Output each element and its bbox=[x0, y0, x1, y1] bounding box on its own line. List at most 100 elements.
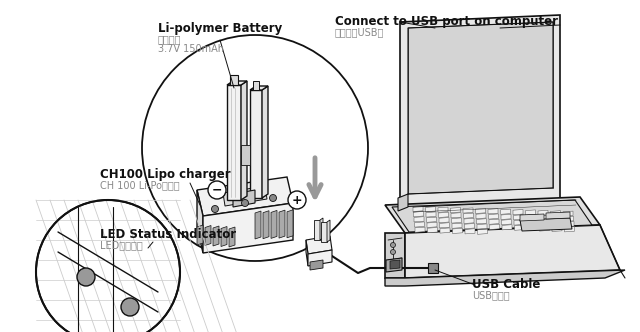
Polygon shape bbox=[465, 229, 475, 234]
Polygon shape bbox=[452, 223, 462, 228]
Polygon shape bbox=[464, 218, 474, 223]
Circle shape bbox=[142, 35, 368, 261]
Polygon shape bbox=[426, 207, 435, 212]
Polygon shape bbox=[451, 208, 461, 213]
Polygon shape bbox=[321, 222, 327, 242]
Polygon shape bbox=[563, 216, 573, 221]
Polygon shape bbox=[515, 225, 525, 230]
Polygon shape bbox=[263, 211, 269, 239]
Polygon shape bbox=[538, 215, 548, 221]
Polygon shape bbox=[513, 215, 524, 220]
Polygon shape bbox=[314, 220, 320, 240]
Polygon shape bbox=[413, 206, 423, 211]
Polygon shape bbox=[308, 250, 332, 266]
Polygon shape bbox=[414, 217, 424, 222]
Polygon shape bbox=[327, 220, 330, 242]
Polygon shape bbox=[390, 260, 400, 269]
Polygon shape bbox=[426, 212, 436, 217]
Polygon shape bbox=[440, 228, 450, 233]
Polygon shape bbox=[552, 226, 562, 231]
Polygon shape bbox=[279, 210, 285, 238]
Polygon shape bbox=[230, 75, 238, 85]
Polygon shape bbox=[320, 218, 323, 240]
Text: +: + bbox=[292, 194, 302, 207]
Polygon shape bbox=[476, 208, 486, 213]
Polygon shape bbox=[227, 85, 241, 200]
Polygon shape bbox=[386, 258, 402, 272]
Polygon shape bbox=[514, 220, 524, 225]
Polygon shape bbox=[203, 203, 293, 253]
Polygon shape bbox=[197, 225, 203, 245]
Polygon shape bbox=[241, 81, 247, 200]
Polygon shape bbox=[451, 213, 461, 218]
Polygon shape bbox=[229, 227, 235, 247]
Polygon shape bbox=[438, 207, 448, 212]
Polygon shape bbox=[197, 190, 203, 253]
Polygon shape bbox=[490, 224, 499, 229]
Polygon shape bbox=[550, 211, 561, 216]
Circle shape bbox=[36, 200, 180, 332]
Polygon shape bbox=[427, 222, 437, 227]
Polygon shape bbox=[502, 225, 512, 230]
Polygon shape bbox=[451, 218, 461, 223]
Circle shape bbox=[390, 242, 396, 247]
Text: −: − bbox=[212, 184, 222, 197]
Polygon shape bbox=[513, 209, 523, 215]
Polygon shape bbox=[415, 227, 425, 232]
Polygon shape bbox=[438, 212, 449, 217]
Text: Connect to USB port on computer: Connect to USB port on computer bbox=[335, 15, 558, 28]
Polygon shape bbox=[476, 213, 486, 219]
Polygon shape bbox=[398, 194, 408, 211]
Polygon shape bbox=[502, 219, 511, 225]
Polygon shape bbox=[400, 15, 560, 207]
Circle shape bbox=[390, 250, 396, 255]
Polygon shape bbox=[488, 209, 498, 214]
Polygon shape bbox=[197, 177, 293, 216]
Polygon shape bbox=[428, 227, 438, 233]
Polygon shape bbox=[501, 214, 511, 219]
Polygon shape bbox=[551, 216, 561, 221]
Polygon shape bbox=[465, 223, 474, 229]
Polygon shape bbox=[439, 217, 449, 223]
Polygon shape bbox=[306, 240, 308, 266]
Polygon shape bbox=[563, 211, 573, 216]
Text: USB Cable: USB Cable bbox=[472, 278, 540, 291]
Polygon shape bbox=[477, 229, 488, 234]
Circle shape bbox=[208, 181, 226, 199]
Polygon shape bbox=[538, 210, 548, 215]
Polygon shape bbox=[546, 212, 570, 219]
Text: 連接電腦USB埠: 連接電腦USB埠 bbox=[335, 27, 385, 37]
Circle shape bbox=[288, 191, 306, 209]
Polygon shape bbox=[227, 81, 247, 85]
Polygon shape bbox=[463, 208, 473, 213]
Circle shape bbox=[241, 200, 248, 207]
Polygon shape bbox=[385, 270, 625, 286]
Polygon shape bbox=[520, 214, 544, 221]
Polygon shape bbox=[527, 225, 537, 231]
Polygon shape bbox=[520, 218, 572, 231]
Polygon shape bbox=[241, 145, 250, 165]
Polygon shape bbox=[385, 197, 600, 233]
Polygon shape bbox=[440, 223, 449, 228]
Polygon shape bbox=[392, 200, 592, 232]
Polygon shape bbox=[526, 215, 536, 220]
Polygon shape bbox=[253, 81, 259, 90]
Polygon shape bbox=[525, 210, 536, 215]
Polygon shape bbox=[477, 219, 486, 224]
Polygon shape bbox=[255, 211, 261, 239]
Polygon shape bbox=[408, 22, 553, 194]
Circle shape bbox=[121, 298, 139, 316]
Polygon shape bbox=[539, 221, 549, 226]
Polygon shape bbox=[489, 219, 499, 224]
Text: LED狀態指示: LED狀態指示 bbox=[100, 240, 143, 250]
Text: Li-polymer Battery: Li-polymer Battery bbox=[158, 22, 282, 35]
Polygon shape bbox=[262, 86, 268, 198]
Polygon shape bbox=[287, 210, 293, 238]
Polygon shape bbox=[413, 211, 424, 217]
Polygon shape bbox=[564, 221, 574, 227]
Polygon shape bbox=[463, 213, 474, 218]
Circle shape bbox=[77, 268, 95, 286]
Circle shape bbox=[269, 195, 276, 202]
Polygon shape bbox=[250, 86, 268, 90]
Polygon shape bbox=[223, 186, 267, 206]
